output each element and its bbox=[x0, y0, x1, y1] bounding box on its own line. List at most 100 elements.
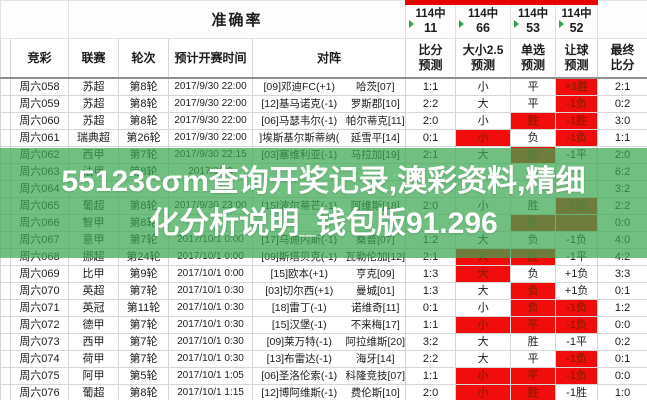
cell-gutter bbox=[0, 367, 11, 385]
cell-score-prediction: 1:3 bbox=[405, 265, 457, 283]
cell-match-id: 周六058 bbox=[10, 77, 69, 96]
col-ou-line2: 预测 bbox=[471, 58, 496, 72]
col-over-under-prediction: 大小2.5 预测 bbox=[455, 38, 512, 79]
cell-round: 第11轮 bbox=[118, 299, 169, 317]
cell-handicap-prediction: -1平 bbox=[555, 333, 599, 351]
cell-kickoff-time: 2017/9/30 22:00 bbox=[168, 112, 253, 130]
cell-gutter bbox=[0, 265, 11, 283]
watermark-banner[interactable]: 55123cσm查询开奖记录,澳彩资料,精细 化分析说明_钱包版91.296 bbox=[0, 148, 647, 258]
gutter-header bbox=[0, 38, 11, 79]
cell-single-choice-prediction: 负 bbox=[510, 299, 557, 317]
cell-league: 阿甲 bbox=[68, 367, 119, 385]
cell-kickoff-time: 2017/10/1 0:00 bbox=[168, 265, 253, 283]
table-row: 周六060 苏超 第8轮 2017/9/30 22:00 [06]马瑟韦尔(-1) 帕尔蒂… bbox=[0, 112, 647, 130]
cell-away-team: 阿拉维斯[20] bbox=[345, 333, 407, 351]
cell-round: 第7轮 bbox=[118, 350, 169, 368]
banner-line1: 55123cσm查询开奖记录,澳彩资料,精细 bbox=[61, 165, 586, 198]
cell-match-id: 周六061 bbox=[10, 129, 69, 147]
cell-handicap-prediction: +1负 bbox=[555, 265, 599, 283]
cell-over-under-prediction: 小 bbox=[455, 316, 512, 334]
cell-single-choice-prediction: 平 bbox=[510, 316, 557, 334]
cell-home-team: [12]基马诺克(-1) bbox=[252, 95, 346, 113]
cell-single-choice-prediction: 负 bbox=[510, 282, 557, 300]
cell-final-score: 1:1 bbox=[597, 129, 647, 147]
cell-home-team: [06]圣洛伦索(-1) bbox=[252, 367, 346, 385]
cell-handicap-prediction: -1负 bbox=[555, 367, 599, 385]
cell-kickoff-time: 2017/10/1 0:30 bbox=[168, 316, 253, 334]
cell-over-under-prediction: 小 bbox=[455, 129, 512, 147]
stat-hits-value: 52 bbox=[569, 20, 584, 35]
cell-over-under-prediction: 小 bbox=[455, 384, 512, 400]
cell-match-id: 周六072 bbox=[10, 316, 69, 334]
cell-round: 第7轮 bbox=[118, 282, 169, 300]
cell-score-prediction: 2:0 bbox=[405, 384, 457, 400]
cell-match-id: 周六074 bbox=[10, 350, 69, 368]
cell-handicap-prediction: -1胜 bbox=[555, 384, 599, 400]
cell-away-team: 海牙[14] bbox=[345, 350, 407, 368]
cell-score-prediction: 3:2 bbox=[405, 333, 457, 351]
cell-match-id: 周六060 bbox=[10, 112, 69, 130]
cell-away-team: 哈茨[07] bbox=[345, 77, 407, 96]
cell-kickoff-time: 2017/9/30 22:00 bbox=[168, 95, 253, 113]
cell-handicap-prediction: +1胜 bbox=[555, 77, 599, 96]
banner-line2: 化分析说明_钱包版91.296 bbox=[149, 207, 498, 240]
cell-kickoff-time: 2017/10/1 0:30 bbox=[168, 333, 253, 351]
cell-gutter bbox=[0, 299, 11, 317]
cell-round: 第8轮 bbox=[118, 77, 169, 96]
cell-round: 第7轮 bbox=[118, 333, 169, 351]
col-score-line1: 比分 bbox=[418, 43, 443, 57]
cell-handicap-prediction: -1负 bbox=[555, 316, 599, 334]
cell-away-team: 不来梅[17] bbox=[345, 316, 407, 334]
col-single-line2: 预测 bbox=[521, 58, 546, 72]
cell-final-score: 1:0 bbox=[597, 384, 647, 400]
cell-gutter bbox=[0, 129, 11, 147]
cell-match-id: 周六059 bbox=[10, 95, 69, 113]
cell-kickoff-time: 2017/10/1 1:05 bbox=[168, 367, 253, 385]
cell-round: 第8轮 bbox=[118, 112, 169, 130]
cell-home-team: [18]雷丁(-1) bbox=[252, 299, 346, 317]
table-row: 周六075 阿甲 第5轮 2017/10/1 1:05 [06]圣洛伦索(-1) 科隆竞技… bbox=[0, 367, 647, 385]
red-strip bbox=[405, 0, 598, 5]
top-left-blank bbox=[0, 0, 69, 39]
cell-single-choice-prediction: 平 bbox=[510, 77, 557, 96]
cell-away-team: 罗斯郡[10] bbox=[345, 95, 407, 113]
cell-round: 第8轮 bbox=[118, 384, 169, 400]
col-single-line1: 单选 bbox=[521, 43, 546, 57]
cell-final-score: 0:1 bbox=[597, 282, 647, 300]
cell-home-team: [06]马瑟韦尔(-1) bbox=[252, 112, 346, 130]
cell-away-team: 科隆竞技[07] bbox=[345, 367, 407, 385]
stat-hits-label: 114中 bbox=[561, 7, 592, 20]
cell-away-team: 亨克[09] bbox=[345, 265, 407, 283]
cell-kickoff-time: 2017/9/30 22:00 bbox=[168, 77, 253, 96]
cell-home-team: [13]布雷达(-1) bbox=[252, 350, 346, 368]
cell-score-prediction: 2:0 bbox=[405, 112, 457, 130]
stat-hits-label: 114中 bbox=[518, 7, 549, 20]
column-header-row: 竞彩 联赛 轮次 预计开赛时间 对阵 比分 预测 大小2.5 预测 单选 预测 bbox=[0, 38, 647, 79]
cell-kickoff-time: 2017/10/1 0:30 bbox=[168, 299, 253, 317]
cell-over-under-prediction: 小 bbox=[455, 77, 512, 96]
table-row: 周六058 苏超 第8轮 2017/9/30 22:00 [09]邓迪FC(+1) 哈茨[… bbox=[0, 77, 647, 96]
cell-single-choice-prediction: 胜 bbox=[510, 333, 557, 351]
col-single-prediction: 单选 预测 bbox=[510, 38, 557, 79]
cell-score-prediction: 1:1 bbox=[405, 77, 457, 96]
cell-over-under-prediction: 小 bbox=[455, 112, 512, 130]
cell-single-choice-prediction: 胜 bbox=[510, 384, 557, 400]
cell-gutter bbox=[0, 316, 11, 334]
cell-league: 英冠 bbox=[68, 299, 119, 317]
cell-final-score: 0:0 bbox=[597, 316, 647, 334]
cell-league: 英超 bbox=[68, 282, 119, 300]
cell-single-choice-prediction: 平 bbox=[510, 95, 557, 113]
cell-final-score: 0:2 bbox=[597, 95, 647, 113]
cell-league: 苏超 bbox=[68, 112, 119, 130]
cell-over-under-prediction: 小 bbox=[455, 299, 512, 317]
stat-ou-hits: 114中 66 bbox=[455, 0, 512, 39]
cell-home-team: [09]邓迪FC(+1) bbox=[252, 77, 346, 96]
cell-score-prediction: 1:1 bbox=[405, 367, 457, 385]
cell-gutter bbox=[0, 112, 11, 130]
cell-home-team: [15]汉堡(-1) bbox=[252, 316, 346, 334]
col-final-score: 最终 比分 bbox=[597, 38, 647, 79]
col-final-line2: 比分 bbox=[610, 58, 635, 72]
table-row: 周六070 英超 第7轮 2017/10/1 0:30 [03]切尔西(+1) 曼城[01… bbox=[0, 282, 647, 300]
table-row: 周六072 德甲 第7轮 2017/10/1 0:30 [15]汉堡(-1) 不来梅[17… bbox=[0, 316, 647, 334]
col-handicap-line1: 让球 bbox=[564, 43, 589, 57]
